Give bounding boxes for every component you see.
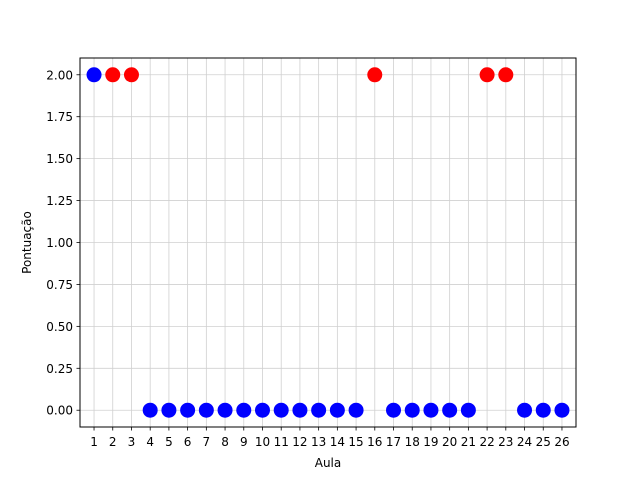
x-tick-label: 10 (255, 435, 270, 449)
data-point-9 (236, 402, 252, 418)
x-tick-label: 17 (386, 435, 401, 449)
x-tick-label: 20 (442, 435, 457, 449)
y-tick-label: 1.50 (46, 152, 73, 166)
y-axis-label: Pontuação (20, 211, 34, 274)
data-point-11 (273, 402, 289, 418)
y-tick-label: 0.50 (46, 320, 73, 334)
data-point-26 (554, 402, 570, 418)
data-point-17 (386, 402, 402, 418)
data-point-16 (367, 67, 383, 83)
x-tick-label: 21 (461, 435, 476, 449)
data-point-12 (292, 402, 308, 418)
x-tick-label: 14 (330, 435, 345, 449)
data-point-20 (442, 402, 458, 418)
x-tick-label: 2 (109, 435, 117, 449)
x-tick-label: 6 (184, 435, 192, 449)
data-point-15 (348, 402, 364, 418)
y-tick-label: 0.00 (46, 404, 73, 418)
x-tick-label: 5 (165, 435, 173, 449)
data-points (86, 67, 570, 418)
y-tick-label: 1.00 (46, 236, 73, 250)
x-tick-label: 13 (311, 435, 326, 449)
x-tick-label: 7 (203, 435, 211, 449)
y-tick-label: 2.00 (46, 68, 73, 82)
x-tick-label: 26 (554, 435, 569, 449)
data-point-18 (404, 402, 420, 418)
x-tick-label: 11 (274, 435, 289, 449)
data-point-2 (105, 67, 121, 83)
data-point-6 (180, 402, 196, 418)
x-tick-label: 12 (292, 435, 307, 449)
y-tick-label: 0.75 (46, 278, 73, 292)
y-tick-label: 0.25 (46, 362, 73, 376)
data-point-23 (498, 67, 514, 83)
data-point-14 (329, 402, 345, 418)
data-point-25 (535, 402, 551, 418)
y-tick-label: 1.25 (46, 194, 73, 208)
axis-ticks: 1 2 3 4 5 6 7 8 9 10 11 12 13 14 15 16 17 18 19 20 21 22 23 24 2… (46, 68, 569, 449)
x-tick-label: 23 (498, 435, 513, 449)
data-point-10 (254, 402, 270, 418)
x-tick-label: 22 (479, 435, 494, 449)
x-tick-label: 4 (146, 435, 154, 449)
data-point-5 (161, 402, 177, 418)
data-point-7 (198, 402, 214, 418)
x-tick-label: 3 (128, 435, 136, 449)
x-axis-label: Aula (315, 456, 342, 470)
x-tick-label: 9 (240, 435, 248, 449)
data-point-13 (311, 402, 327, 418)
x-tick-label: 18 (405, 435, 420, 449)
x-tick-label: 16 (367, 435, 382, 449)
data-point-8 (217, 402, 233, 418)
data-point-3 (123, 67, 139, 83)
x-tick-label: 19 (423, 435, 438, 449)
data-point-24 (517, 402, 533, 418)
data-point-4 (142, 402, 158, 418)
x-tick-label: 25 (536, 435, 551, 449)
data-point-1 (86, 67, 102, 83)
x-tick-label: 24 (517, 435, 532, 449)
y-tick-label: 1.75 (46, 110, 73, 124)
data-point-22 (479, 67, 495, 83)
data-point-21 (460, 402, 476, 418)
x-tick-label: 8 (221, 435, 229, 449)
data-point-19 (423, 402, 439, 418)
x-tick-label: 15 (348, 435, 363, 449)
x-tick-label: 1 (90, 435, 98, 449)
